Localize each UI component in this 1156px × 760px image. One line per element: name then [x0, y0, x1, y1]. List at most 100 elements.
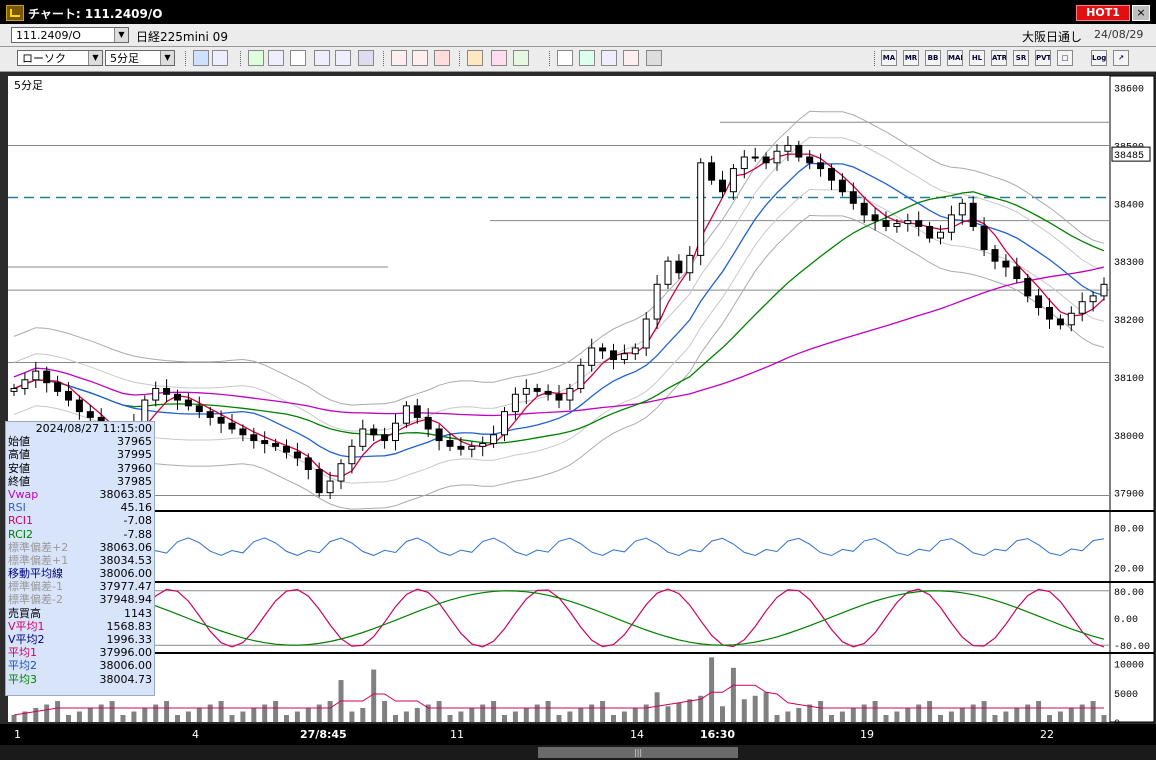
candle-body[interactable] — [719, 179, 726, 193]
candle-body[interactable] — [686, 254, 694, 274]
candle-body[interactable] — [381, 434, 389, 442]
cursor-icon[interactable] — [290, 50, 306, 66]
candle-body[interactable] — [544, 390, 552, 395]
chart-type-select[interactable]: ローソク ▼ — [17, 50, 103, 66]
candle-body[interactable] — [315, 468, 323, 494]
candle-body[interactable] — [10, 387, 18, 392]
candle-body[interactable] — [326, 480, 334, 494]
candle-body[interactable] — [773, 150, 781, 164]
hl-icon[interactable]: HL — [969, 50, 985, 66]
blank-icon[interactable] — [646, 50, 662, 66]
candle-body[interactable] — [272, 442, 280, 447]
candle-body[interactable] — [1100, 283, 1108, 297]
hot-button[interactable]: HOT1 — [1076, 5, 1130, 21]
candle-body[interactable] — [217, 416, 225, 424]
candle-body[interactable] — [32, 370, 40, 381]
candle-body[interactable] — [511, 393, 519, 413]
chevron-down-icon[interactable]: ▼ — [88, 51, 102, 65]
scrollbar-thumb[interactable] — [538, 747, 738, 758]
candle-body[interactable] — [784, 144, 792, 152]
trash-icon[interactable] — [358, 50, 374, 66]
candle-body[interactable] — [75, 399, 83, 413]
candle-body[interactable] — [577, 364, 585, 389]
crosshair-icon[interactable] — [212, 50, 228, 66]
chart-canvas[interactable]: 3860038500384003830038200381003800037900… — [0, 72, 1156, 745]
candle-body[interactable] — [348, 445, 356, 465]
candle-body[interactable] — [54, 382, 62, 392]
candle-body[interactable] — [501, 411, 508, 436]
candle-body[interactable] — [65, 390, 72, 401]
candle-body[interactable] — [228, 422, 236, 430]
candle-body[interactable] — [915, 220, 923, 227]
sr-icon[interactable]: SR — [1013, 50, 1029, 66]
candle-body[interactable] — [304, 457, 312, 470]
candle-body[interactable] — [402, 405, 410, 424]
candle-body[interactable] — [795, 144, 803, 158]
candle-body[interactable] — [195, 405, 203, 413]
candle-body[interactable] — [1024, 278, 1032, 297]
indicator-a-icon[interactable] — [557, 50, 573, 66]
timeframe-select[interactable]: 5分足 ▼ — [105, 50, 175, 66]
candle-body[interactable] — [261, 440, 269, 444]
candle-body[interactable] — [664, 260, 672, 285]
pvt-icon[interactable]: PVT — [1035, 50, 1051, 66]
atr-icon[interactable]: ATR — [991, 50, 1007, 66]
candle-body[interactable] — [424, 416, 432, 430]
candle-body[interactable] — [947, 214, 955, 233]
candle-body[interactable] — [141, 399, 149, 424]
chevron-down-icon[interactable]: ▼ — [160, 51, 174, 65]
candle-body[interactable] — [457, 445, 465, 450]
candle-body[interactable] — [729, 168, 737, 193]
candle-body[interactable] — [937, 231, 944, 239]
candle-body[interactable] — [1089, 295, 1097, 303]
candle-body[interactable] — [21, 379, 29, 389]
candle-body[interactable] — [762, 156, 770, 164]
candle-body[interactable] — [642, 318, 650, 349]
ma-icon[interactable]: MA — [881, 50, 897, 66]
notes-icon[interactable] — [335, 50, 351, 66]
candle-body[interactable] — [1046, 306, 1053, 320]
candle-body[interactable] — [980, 225, 988, 251]
candle-body[interactable] — [370, 428, 378, 436]
candle-body[interactable] — [392, 422, 399, 442]
candle-body[interactable] — [468, 445, 476, 450]
candle-body[interactable] — [555, 393, 563, 401]
chevron-down-icon[interactable]: ▼ — [114, 28, 128, 42]
candle-body[interactable] — [871, 214, 879, 222]
candle-body[interactable] — [740, 156, 748, 170]
symbol-code-select[interactable]: 111.2409/O ▼ — [11, 27, 129, 43]
candle-body[interactable] — [828, 168, 835, 181]
compare-icon[interactable] — [623, 50, 639, 66]
export-icon[interactable]: ↗ — [1113, 50, 1129, 66]
log-icon[interactable]: Log — [1091, 50, 1107, 66]
indicator-b-icon[interactable] — [579, 50, 595, 66]
candle-body[interactable] — [250, 434, 258, 442]
candle-body[interactable] — [206, 411, 214, 418]
close-icon[interactable]: × — [1132, 5, 1150, 21]
candle-body[interactable] — [413, 405, 421, 418]
candle-body[interactable] — [708, 162, 716, 181]
candle-body[interactable] — [174, 393, 181, 401]
zoom-icon[interactable] — [193, 50, 209, 66]
settings-icon[interactable] — [467, 50, 483, 66]
candle-body[interactable] — [958, 202, 966, 216]
candle-body[interactable] — [293, 451, 301, 459]
candle-body[interactable] — [1067, 312, 1075, 326]
all-icon[interactable] — [434, 50, 450, 66]
candle-body[interactable] — [599, 347, 607, 352]
candle-body[interactable] — [817, 162, 825, 170]
indicator-c-icon[interactable] — [601, 50, 617, 66]
candle-body[interactable] — [163, 387, 171, 395]
palette-icon[interactable] — [513, 50, 529, 66]
candle-body[interactable] — [43, 370, 51, 384]
pencil-icon[interactable] — [248, 50, 264, 66]
candle-body[interactable] — [337, 463, 345, 482]
time-scrollbar[interactable]: ||| — [0, 745, 1156, 760]
candle-body[interactable] — [991, 249, 999, 262]
candle-body[interactable] — [610, 350, 617, 361]
undo-icon[interactable] — [314, 50, 330, 66]
box-icon[interactable]: □ — [1057, 50, 1073, 66]
candle-body[interactable] — [490, 434, 498, 444]
candle-body[interactable] — [533, 387, 541, 392]
candle-body[interactable] — [479, 442, 487, 447]
